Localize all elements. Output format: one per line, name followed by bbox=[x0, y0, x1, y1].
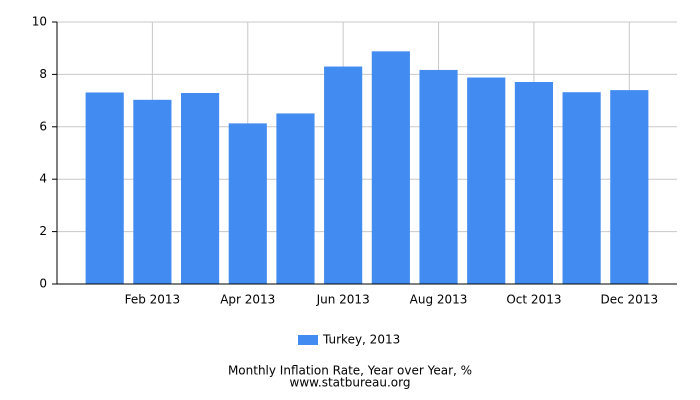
y-tick-label: 8 bbox=[39, 67, 47, 81]
bar bbox=[181, 93, 220, 284]
legend-label: Turkey, 2013 bbox=[322, 333, 400, 347]
y-tick-label: 6 bbox=[39, 119, 47, 133]
bar bbox=[85, 92, 124, 284]
bar bbox=[133, 99, 172, 285]
bar bbox=[610, 90, 649, 285]
bar bbox=[562, 92, 601, 284]
bar bbox=[371, 51, 410, 285]
legend-swatch bbox=[298, 335, 318, 345]
y-tick-label: 2 bbox=[39, 224, 47, 238]
x-tick-label: Feb 2013 bbox=[125, 293, 181, 307]
bar bbox=[467, 77, 506, 284]
chart-title: Monthly Inflation Rate, Year over Year, … bbox=[228, 364, 472, 378]
x-tick-label: Oct 2013 bbox=[506, 293, 561, 307]
y-tick-label: 0 bbox=[39, 277, 47, 291]
bar bbox=[324, 66, 363, 284]
bar bbox=[419, 69, 458, 284]
x-tick-label: Apr 2013 bbox=[220, 293, 275, 307]
bar bbox=[514, 81, 553, 284]
x-tick-label: Jun 2013 bbox=[316, 293, 370, 307]
y-tick-label: 4 bbox=[39, 172, 47, 186]
x-tick-label: Dec 2013 bbox=[601, 293, 659, 307]
source: www.statbureau.org bbox=[290, 376, 411, 390]
bar bbox=[276, 113, 315, 284]
bar bbox=[228, 123, 267, 284]
x-tick-label: Aug 2013 bbox=[410, 293, 468, 307]
y-tick-label: 10 bbox=[32, 15, 47, 29]
